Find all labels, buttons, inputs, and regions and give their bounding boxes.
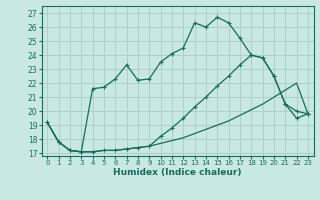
X-axis label: Humidex (Indice chaleur): Humidex (Indice chaleur): [113, 168, 242, 177]
